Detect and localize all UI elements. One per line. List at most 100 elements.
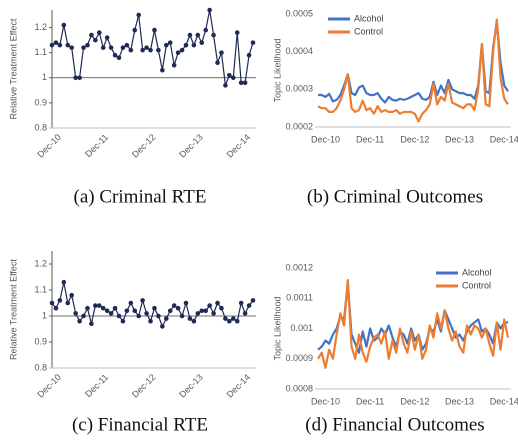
marker (49, 300, 55, 306)
marker (89, 321, 94, 327)
caption: (b) Criminal Outcomes (307, 186, 483, 207)
marker (57, 298, 63, 303)
marker (81, 313, 86, 319)
marker (96, 30, 102, 35)
marker (73, 311, 78, 316)
marker (219, 305, 224, 311)
marker (242, 80, 248, 86)
marker (250, 40, 256, 45)
x-tick-label: Dec-14 (225, 132, 253, 160)
x-tick-label: Dec-14 (490, 134, 518, 144)
marker (187, 316, 193, 321)
y-tick-label: 0.0002 (285, 121, 313, 131)
y-tick-label: 0.0005 (285, 8, 313, 18)
y-axis-label: Relative Treatment Effect (8, 18, 18, 119)
marker (124, 308, 130, 314)
marker (53, 305, 59, 311)
marker (100, 45, 106, 50)
marker (163, 316, 169, 321)
marker (175, 305, 181, 311)
x-tick-label: Dec-12 (130, 132, 158, 160)
panel: 0.8 0.9 1 1.1 1.2 Relative Treatment Effect De… (8, 251, 256, 435)
marker (73, 75, 78, 81)
marker (230, 75, 236, 81)
marker (227, 72, 232, 78)
marker (144, 45, 149, 50)
marker (191, 318, 197, 324)
marker (61, 279, 67, 285)
marker (116, 313, 122, 319)
x-tick-label: Dec-10 (311, 134, 340, 144)
marker (65, 42, 71, 48)
marker (219, 50, 224, 55)
marker (160, 67, 165, 73)
y-tick-label: 1.1 (34, 47, 47, 57)
marker (89, 32, 94, 38)
y-tick-label: 1.2 (34, 258, 47, 268)
x-tick-label: Dec-10 (35, 372, 63, 400)
marker (57, 42, 63, 48)
marker (246, 303, 252, 308)
series-line (51, 281, 254, 327)
marker (242, 311, 248, 316)
y-tick-label: 0.9 (34, 336, 47, 346)
x-tick-label: Dec-11 (83, 132, 110, 159)
panel: 0.0008 0.0009 0.001 0.0011 0.0012 Topic Likel… (272, 262, 518, 435)
y-axis-label: Topic Likelihood (272, 38, 282, 102)
marker (77, 318, 82, 324)
marker (132, 308, 138, 314)
marker (246, 52, 252, 58)
legend-label: Control (354, 26, 383, 36)
marker (163, 42, 169, 48)
legend-label: Alcohol (462, 267, 492, 277)
marker (104, 308, 110, 314)
legend-label: Control (462, 280, 491, 290)
marker (152, 305, 157, 311)
y-tick-label: 0.0008 (285, 383, 313, 393)
y-tick-label: 0.0012 (285, 262, 313, 272)
panel: 0.8 0.9 1 1.1 1.2 Relative Treatment Effect De… (8, 7, 256, 207)
x-tick-label: Dec-11 (83, 372, 110, 399)
marker (132, 27, 138, 33)
x-tick-label: Dec-12 (130, 372, 158, 400)
marker (140, 298, 145, 303)
marker (81, 45, 86, 50)
legend-label: Alcohol (354, 13, 384, 23)
marker (223, 83, 228, 88)
marker (152, 27, 157, 33)
marker (203, 308, 209, 314)
marker (93, 303, 98, 308)
marker (179, 47, 185, 53)
x-tick-label: Dec-13 (177, 372, 205, 400)
x-tick-label: Dec-12 (400, 134, 429, 144)
marker (156, 47, 161, 53)
y-tick-label: 1.1 (34, 284, 47, 294)
x-tick-label: Dec-13 (445, 134, 474, 144)
marker (136, 313, 142, 319)
y-tick-label: 0.0004 (285, 46, 313, 56)
marker (211, 311, 216, 316)
marker (85, 305, 90, 311)
y-axis-label: Relative Treatment Effect (8, 259, 18, 360)
marker (65, 300, 71, 306)
caption: (a) Criminal RTE (74, 186, 207, 207)
marker (227, 318, 232, 324)
marker (230, 316, 236, 321)
marker (171, 303, 177, 308)
y-tick-label: 0.0009 (285, 353, 313, 363)
marker (215, 300, 220, 306)
marker (49, 42, 55, 48)
marker (112, 305, 118, 311)
marker (100, 305, 106, 311)
y-tick-label: 0.8 (34, 362, 47, 372)
marker (120, 45, 126, 50)
caption: (d) Financial Outcomes (305, 414, 484, 435)
marker (136, 12, 142, 18)
marker (93, 37, 98, 43)
marker (156, 313, 161, 319)
marker (160, 324, 165, 329)
marker (234, 30, 240, 35)
marker (179, 313, 185, 319)
marker (223, 316, 228, 321)
